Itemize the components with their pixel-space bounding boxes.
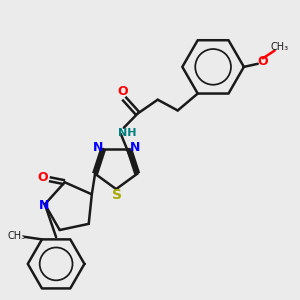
Text: N: N (38, 200, 49, 212)
Text: NH: NH (118, 128, 137, 138)
Text: O: O (117, 85, 128, 98)
Text: N: N (130, 141, 140, 154)
Text: O: O (258, 55, 268, 68)
Text: CH₃: CH₃ (7, 231, 26, 241)
Text: S: S (112, 188, 122, 202)
Text: CH₃: CH₃ (270, 42, 288, 52)
Text: O: O (38, 171, 49, 184)
Text: N: N (92, 141, 103, 154)
